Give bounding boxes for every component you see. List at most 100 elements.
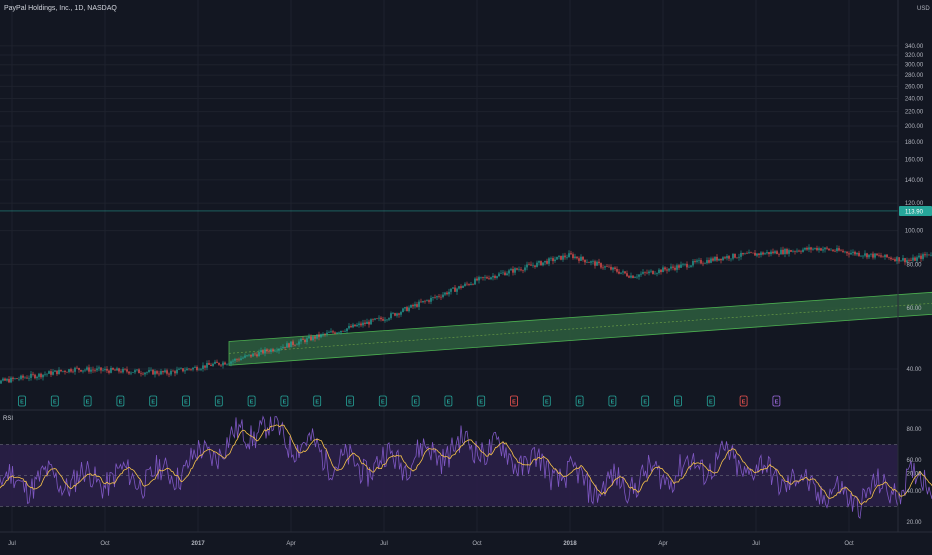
candle-body	[226, 363, 228, 365]
candle-body	[864, 253, 866, 256]
earnings-marker[interactable]	[280, 395, 289, 407]
channel-band[interactable]	[228, 188, 932, 366]
earnings-marker[interactable]	[346, 395, 354, 407]
earnings-marker[interactable]	[772, 395, 781, 407]
candle-body	[216, 361, 218, 363]
candle-body	[396, 313, 398, 316]
candle-body	[604, 266, 606, 268]
candle-body	[456, 288, 458, 292]
candle-body	[2, 378, 4, 381]
candle-body	[496, 276, 498, 279]
candle-body	[136, 369, 138, 371]
candle-body	[902, 258, 904, 261]
rsi-pane[interactable]	[0, 415, 932, 525]
candle-body	[576, 256, 578, 259]
earnings-marker[interactable]	[510, 395, 518, 407]
candle-body	[636, 276, 638, 278]
earnings-marker-label: E	[643, 400, 647, 406]
earnings-marker[interactable]	[50, 395, 59, 407]
time-tick-label: Oct	[472, 541, 482, 547]
candle-body	[72, 371, 74, 373]
earnings-marker[interactable]	[444, 395, 453, 407]
rsi-moving-average[interactable]	[0, 424, 932, 517]
earnings-marker[interactable]	[247, 395, 256, 407]
candle-body	[400, 312, 402, 315]
candle-body	[352, 324, 354, 328]
time-tick-label: Apr	[286, 541, 295, 547]
candle-body	[28, 377, 30, 379]
candle-body	[832, 249, 834, 251]
earnings-marker[interactable]	[18, 395, 26, 407]
earnings-marker[interactable]	[641, 395, 650, 407]
candle-body	[100, 367, 102, 371]
candle-body	[566, 257, 568, 258]
candle-body	[246, 355, 248, 356]
candle-body	[740, 252, 742, 257]
earnings-marker[interactable]	[378, 395, 387, 407]
candle-body	[784, 249, 786, 255]
candle-body	[682, 264, 684, 265]
earnings-marker[interactable]	[116, 395, 125, 407]
earnings-marker[interactable]	[83, 395, 92, 407]
time-axis[interactable]: JulOct2017AprJulOct2018AprJulOct2019AprJ…	[8, 541, 932, 547]
earnings-marker[interactable]	[149, 395, 158, 407]
candle-body	[178, 368, 180, 370]
candle-body	[684, 263, 686, 265]
candlestick-series[interactable]	[0, 57, 932, 389]
trend-channel[interactable]	[228, 188, 932, 366]
earnings-marker[interactable]	[706, 395, 715, 407]
candle-body	[894, 259, 896, 262]
earnings-marker[interactable]	[575, 395, 584, 407]
rsi-axis[interactable]: 20.00 40.00 60.00 80.00	[906, 427, 922, 526]
candle-body	[766, 252, 768, 254]
earnings-marker-label: E	[250, 400, 254, 406]
candle-body	[678, 265, 680, 268]
candle-body	[338, 332, 340, 333]
candle-body	[532, 265, 534, 266]
earnings-marker[interactable]	[477, 395, 486, 407]
earnings-marker[interactable]	[608, 395, 617, 407]
earnings-marker[interactable]	[313, 395, 322, 407]
earnings-marker[interactable]	[411, 395, 420, 407]
candle-body	[118, 368, 120, 372]
earnings-marker[interactable]	[674, 395, 682, 407]
earnings-marker[interactable]	[214, 395, 223, 407]
candle-body	[782, 249, 784, 255]
candle-body	[374, 318, 376, 320]
currency-label[interactable]: USD	[917, 6, 930, 12]
candle-body	[470, 283, 472, 285]
candle-body	[420, 301, 422, 303]
rsi-line[interactable]	[0, 415, 932, 525]
candle-body	[432, 297, 434, 298]
candle-body	[476, 278, 478, 281]
candle-body	[416, 304, 418, 307]
candle-body	[438, 296, 440, 297]
candle-body	[522, 270, 524, 271]
candle-body	[334, 332, 336, 334]
candle-body	[770, 251, 772, 255]
price-tick-label: 260.00	[905, 84, 924, 90]
candle-body	[134, 370, 136, 373]
candle-body	[642, 272, 644, 274]
earnings-marker[interactable]	[542, 395, 551, 407]
candle-body	[274, 350, 276, 352]
candle-body	[88, 367, 90, 372]
candle-body	[526, 264, 528, 268]
price-axis[interactable]: 20.00 40.00 60.00 80.00 100.00 120.00 140.00 16…	[899, 44, 932, 478]
candle-body	[502, 272, 504, 274]
candle-body	[688, 266, 690, 268]
candle-body	[220, 364, 222, 366]
candle-body	[332, 331, 334, 333]
symbol-title: PayPal Holdings, Inc., 1D, NASDAQ	[4, 5, 117, 12]
candle-body	[386, 319, 388, 321]
earnings-marker[interactable]	[739, 395, 748, 407]
candle-body	[880, 255, 882, 257]
earnings-marker-label: E	[775, 400, 779, 406]
candle-body	[594, 261, 596, 266]
candle-body	[238, 359, 240, 361]
earnings-marker[interactable]	[182, 395, 190, 407]
last-price-label: 113.90	[905, 209, 924, 215]
time-tick-label: 2017	[191, 541, 205, 547]
